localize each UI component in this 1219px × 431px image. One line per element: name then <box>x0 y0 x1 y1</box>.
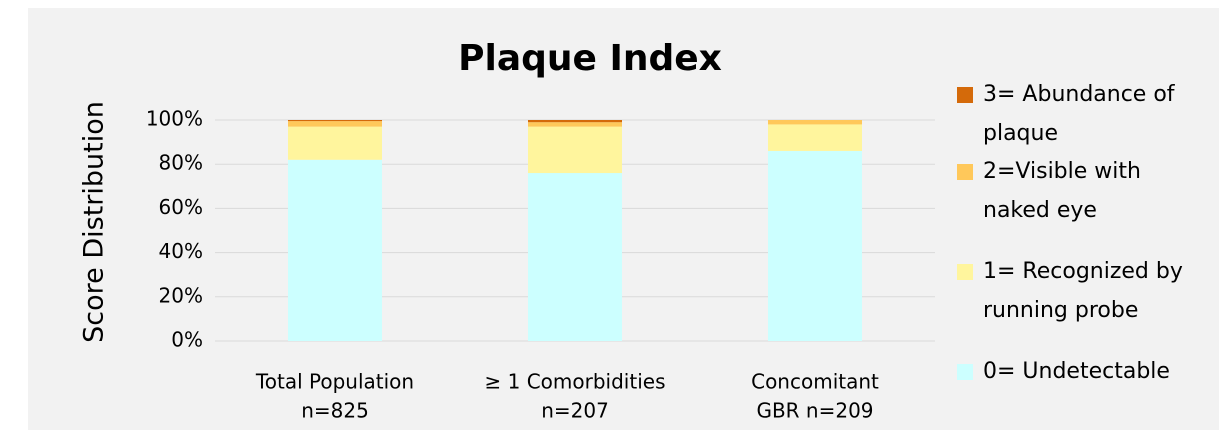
y-tick-label: 60% <box>159 195 203 219</box>
x-tick-label: n=825 <box>301 399 369 423</box>
bar-segment <box>288 126 382 160</box>
legend-label: 2=Visible with <box>983 159 1141 184</box>
bar-segment <box>768 120 862 125</box>
bar-segment <box>768 124 862 151</box>
legend-swatch <box>957 264 973 280</box>
legend-swatch <box>957 87 973 103</box>
bar-segment <box>528 173 622 341</box>
y-tick-label: 40% <box>159 239 203 263</box>
bar-segment <box>288 120 382 122</box>
bar-segment <box>528 122 622 127</box>
legend-swatch <box>957 164 973 180</box>
bar-segment <box>768 150 862 341</box>
y-tick-label: 80% <box>159 151 203 175</box>
chart-background <box>28 8 1219 430</box>
chart-title: Plaque Index <box>458 38 722 79</box>
legend-label: 0= Undetectable <box>983 359 1170 384</box>
legend-swatch <box>957 364 973 380</box>
legend-label: running probe <box>983 298 1138 323</box>
x-tick-label: n=207 <box>541 399 609 423</box>
y-tick-label: 100% <box>146 107 203 131</box>
y-tick-label: 20% <box>159 283 203 307</box>
legend-label: plaque <box>983 121 1058 146</box>
bar-segment <box>288 159 382 341</box>
y-tick-label: 0% <box>171 328 203 352</box>
bar-segment <box>288 121 382 127</box>
x-tick-label: GBR n=209 <box>756 399 873 423</box>
bar-segment <box>528 120 622 123</box>
x-tick-label: ≥ 1 Comorbidities <box>485 370 666 394</box>
bar-segment <box>528 126 622 174</box>
x-tick-label: Total Population <box>255 370 414 394</box>
legend-label: 1= Recognized by <box>983 259 1183 284</box>
legend-label: naked eye <box>983 198 1097 223</box>
x-tick-label: Concomitant <box>751 370 879 394</box>
legend-label: 3= Abundance of <box>983 82 1176 107</box>
y-axis-label: Score Distribution <box>79 101 110 343</box>
